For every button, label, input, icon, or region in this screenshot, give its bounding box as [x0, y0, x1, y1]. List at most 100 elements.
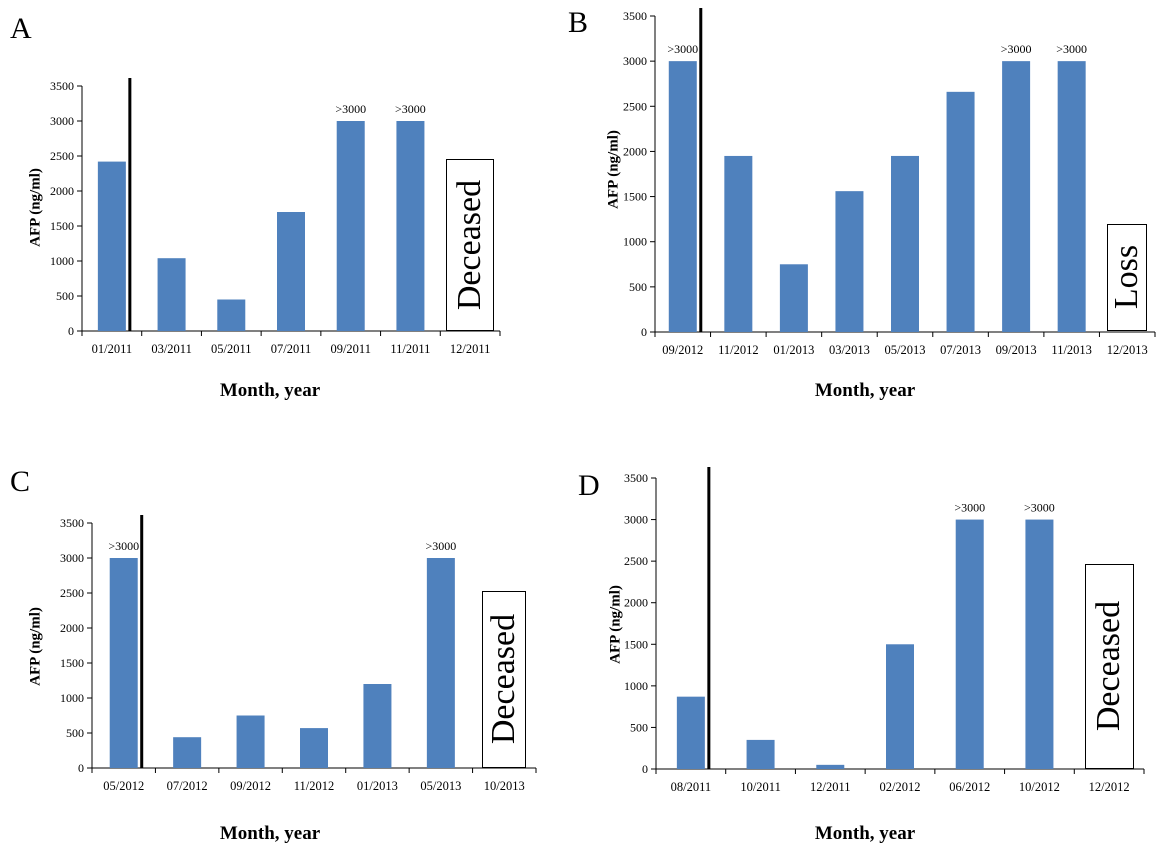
x-tick-label: 10/2013 [484, 779, 525, 793]
y-tick-label: 3000 [50, 114, 74, 128]
y-tick-label: 500 [56, 289, 74, 303]
bar-data-label: >3000 [1024, 501, 1055, 515]
y-tick-label: 2000 [624, 596, 648, 610]
bar [1025, 519, 1054, 769]
x-tick-label: 09/2012 [230, 779, 271, 793]
bar [157, 258, 186, 331]
x-tick-label: 03/2013 [829, 343, 870, 357]
x-tick-label: 09/2011 [330, 342, 371, 356]
bar [1002, 61, 1031, 333]
bar [891, 155, 919, 332]
y-tick-label: 3000 [624, 513, 648, 527]
bar-chart-plot: 0 500 1000 1500 2000 2500 3000 3500 05/2012 07/20… [60, 515, 537, 793]
y-tick-label: 2500 [60, 586, 84, 600]
y-tick-label: 2500 [623, 99, 647, 113]
bar [173, 737, 202, 768]
y-tick-label: 1000 [624, 679, 648, 693]
bar [746, 739, 775, 769]
x-tick-label: 11/2011 [390, 342, 430, 356]
outcome-status-box: Loss [1107, 223, 1148, 331]
x-tick-label: 01/2013 [357, 779, 398, 793]
outcome-status-box: Deceased [446, 158, 495, 331]
y-tick-label: 3500 [623, 9, 647, 23]
bar [97, 161, 126, 331]
chart-panel-d: D AFP (ng/ml) Month, year 0 500 1000 1500 20… [578, 427, 1160, 854]
y-tick-label: 0 [78, 761, 84, 775]
x-tick-label: 12/2012 [1089, 780, 1130, 794]
x-tick-label: 11/2013 [1051, 343, 1092, 357]
y-tick-label: 3000 [60, 551, 84, 565]
bar [1057, 61, 1086, 333]
x-tick-label: 12/2013 [1107, 343, 1148, 357]
bar-data-label: >3000 [954, 501, 985, 515]
y-tick-label: 3500 [624, 471, 648, 485]
bar-chart-plot: 0 500 1000 1500 2000 2500 3000 3500 08/2011 10/20… [624, 467, 1145, 794]
y-tick-label: 500 [630, 720, 648, 734]
bar-chart-plot: 0 500 1000 1500 2000 2500 3000 3500 01/2011 03/20… [50, 78, 501, 356]
chart-panel-c: C AFP (ng/ml) Month, year 0 500 1000 1500 20… [0, 427, 580, 854]
bar-data-label: >3000 [395, 102, 426, 116]
x-tick-label: 02/2012 [880, 780, 921, 794]
y-tick-label: 1500 [50, 219, 74, 233]
bar [668, 61, 697, 333]
x-tick-label: 05/2013 [885, 343, 926, 357]
x-axis-label: Month, year [219, 380, 321, 401]
x-tick-label: 11/2012 [718, 343, 759, 357]
bar [336, 121, 365, 331]
y-tick-label: 2000 [60, 621, 84, 635]
outcome-status-label: Deceased [451, 179, 489, 311]
y-tick-label: 2500 [624, 554, 648, 568]
y-tick-label: 1000 [60, 691, 84, 705]
y-tick-label: 3000 [623, 54, 647, 68]
y-tick-label: 2000 [623, 144, 647, 158]
x-tick-label: 12/2011 [810, 780, 851, 794]
bar-data-label: >3000 [108, 539, 139, 553]
bar [109, 558, 138, 768]
bar-data-label: >3000 [1001, 42, 1032, 56]
y-tick-label: 1500 [623, 190, 647, 204]
bar [277, 212, 305, 331]
x-tick-label: 09/2013 [996, 343, 1037, 357]
x-axis-label: Month, year [814, 823, 916, 844]
bar [724, 155, 753, 332]
outcome-status-box: Deceased [482, 590, 527, 768]
x-tick-label: 07/2013 [940, 343, 981, 357]
y-tick-label: 1500 [60, 656, 84, 670]
bar-data-label: >3000 [1056, 42, 1087, 56]
x-axis-label: Month, year [219, 823, 321, 844]
x-tick-label: 05/2012 [103, 779, 144, 793]
bar [426, 558, 455, 768]
bar-data-label: >3000 [335, 102, 366, 116]
chart-panel-b: B AFP (ng/ml) Month, year 0 500 1000 1500 20… [568, 0, 1160, 427]
y-tick-label: 0 [642, 762, 648, 776]
bar-chart-plot: 0 500 1000 1500 2000 2500 3000 3500 09/2012 11/20… [623, 8, 1156, 357]
x-tick-label: 06/2012 [949, 780, 990, 794]
x-tick-label: 01/2013 [773, 343, 814, 357]
bar [886, 644, 914, 769]
y-tick-label: 500 [629, 280, 647, 294]
y-tick-label: 1000 [623, 235, 647, 249]
bar-data-label: >3000 [667, 42, 698, 56]
y-tick-label: 2000 [50, 184, 74, 198]
outcome-status-label: Deceased [485, 614, 523, 745]
bar-data-label: >3000 [425, 539, 456, 553]
x-tick-label: 03/2011 [151, 342, 192, 356]
y-tick-label: 1000 [50, 254, 74, 268]
x-tick-label: 08/2011 [671, 780, 712, 794]
panel-letter: A [10, 12, 32, 45]
bar [363, 684, 392, 768]
y-tick-label: 2500 [50, 149, 74, 163]
x-tick-label: 05/2013 [420, 779, 461, 793]
x-tick-label: 07/2012 [167, 779, 208, 793]
panel-letter: C [10, 465, 31, 498]
bar [217, 299, 246, 331]
x-tick-label: 11/2012 [294, 779, 335, 793]
outcome-status-label: Loss [1108, 245, 1146, 310]
bar [236, 715, 265, 768]
bar [946, 91, 975, 332]
bar [396, 121, 425, 331]
y-tick-label: 1500 [624, 637, 648, 651]
outcome-status-label: Deceased [1090, 601, 1128, 732]
x-tick-label: 12/2011 [450, 342, 491, 356]
y-tick-label: 0 [641, 325, 647, 339]
